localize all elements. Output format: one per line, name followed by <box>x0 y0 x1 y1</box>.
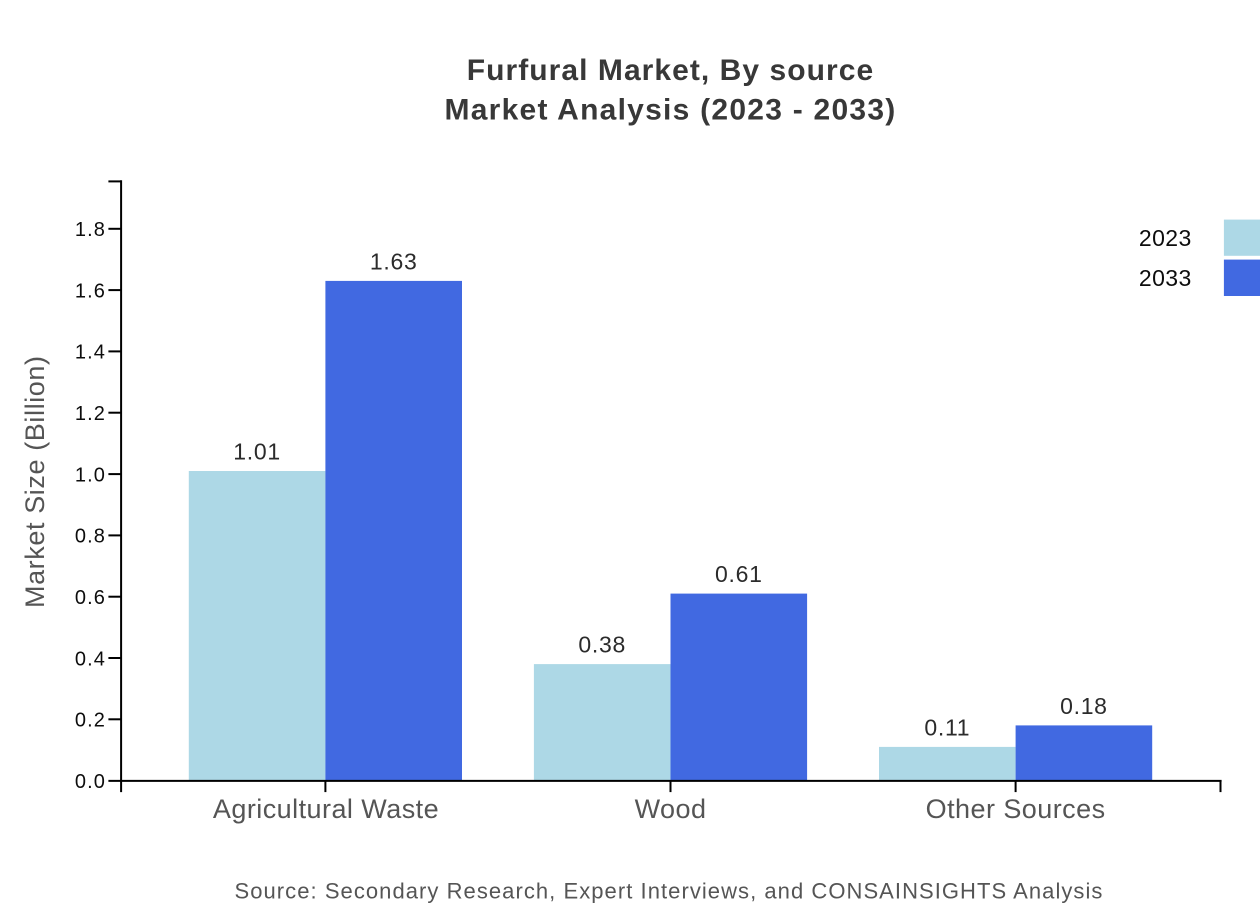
svg-text:1.0: 1.0 <box>75 464 106 486</box>
svg-text:0.2: 0.2 <box>75 710 106 732</box>
svg-text:0.8: 0.8 <box>75 526 106 548</box>
svg-text:1.6: 1.6 <box>75 280 106 302</box>
svg-text:1.8: 1.8 <box>75 219 106 241</box>
svg-text:1.4: 1.4 <box>75 342 106 364</box>
svg-text:Market Size (Billion): Market Size (Billion) <box>20 355 50 608</box>
svg-text:Market Analysis (2023 - 2033): Market Analysis (2023 - 2033) <box>444 94 896 127</box>
svg-text:0.38: 0.38 <box>578 632 626 658</box>
svg-text:0.61: 0.61 <box>715 561 763 587</box>
svg-text:Source: Secondary Research, Ex: Source: Secondary Research, Expert Inter… <box>235 878 1104 903</box>
svg-text:1.01: 1.01 <box>233 438 281 464</box>
svg-text:Furfural Market, By source: Furfural Market, By source <box>467 54 874 87</box>
svg-text:0.0: 0.0 <box>75 771 106 793</box>
svg-text:Wood: Wood <box>635 794 707 824</box>
svg-text:0.11: 0.11 <box>924 714 970 740</box>
svg-text:Other Sources: Other Sources <box>926 794 1106 824</box>
svg-text:1.63: 1.63 <box>370 248 418 274</box>
svg-text:0.18: 0.18 <box>1060 693 1108 719</box>
svg-text:1.2: 1.2 <box>75 403 106 425</box>
svg-text:0.4: 0.4 <box>75 648 106 670</box>
svg-text:2023: 2023 <box>1139 225 1192 251</box>
svg-text:Agricultural Waste: Agricultural Waste <box>213 794 439 824</box>
svg-text:2033: 2033 <box>1139 265 1192 291</box>
svg-text:0.6: 0.6 <box>75 587 106 609</box>
